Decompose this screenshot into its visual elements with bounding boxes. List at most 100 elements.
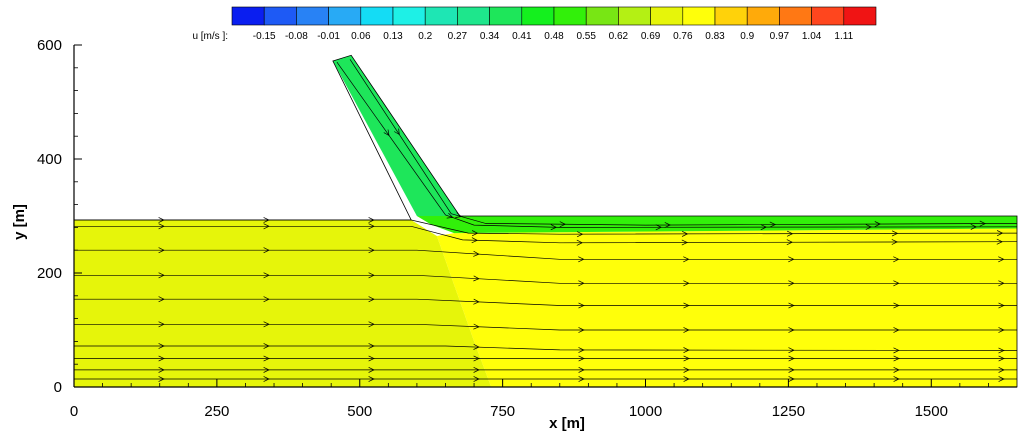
streamline-arrow <box>473 250 480 257</box>
colorbar-swatch <box>682 6 716 26</box>
x-tick-label: 500 <box>347 403 372 420</box>
streamline-arrow <box>263 343 270 349</box>
streamline-arrow <box>471 237 479 244</box>
streamline <box>74 219 1018 235</box>
streamline-arrow <box>394 128 400 136</box>
streamline <box>336 61 1018 228</box>
streamline-arrow <box>998 327 1005 333</box>
colorbar-tick-label: 0.83 <box>705 31 725 42</box>
colorbar-tick-label: 1.04 <box>802 31 822 42</box>
streamline-arrow <box>263 366 270 373</box>
colorbar-title: u [m/s ]: <box>192 31 228 42</box>
streamline-arrow <box>368 355 375 362</box>
colorbar-tick-label: -0.08 <box>285 31 308 42</box>
streamline-arrow <box>263 355 270 362</box>
streamline-arrow <box>578 355 585 362</box>
streamline-arrow <box>158 376 165 382</box>
streamline-arrow <box>893 302 900 309</box>
colorbar-swatch <box>553 6 587 26</box>
streamline-arrow <box>996 230 1004 237</box>
x-tick-label: 250 <box>204 403 229 420</box>
streamline-arrow <box>683 280 690 287</box>
contour-region <box>436 228 1017 387</box>
colorbar-tick-label: 0.76 <box>673 31 693 42</box>
streamline-arrow <box>788 376 795 382</box>
streamline-arrow <box>786 230 794 237</box>
streamline-arrow <box>368 366 375 373</box>
streamline-arrow <box>158 272 165 279</box>
colorbar-swatch <box>296 6 329 26</box>
streamline-arrow <box>368 376 375 382</box>
streamline-arrow <box>158 223 165 230</box>
streamline-arrow <box>788 256 795 263</box>
streamline-arrow <box>893 366 900 373</box>
contour-regions <box>74 54 1018 388</box>
streamline-arrow <box>263 247 270 254</box>
colorbar-swatch <box>585 6 619 26</box>
streamline-arrow <box>786 239 794 246</box>
streamline-arrow <box>893 347 900 354</box>
y-tick-label: 200 <box>37 265 62 282</box>
streamline-arrow <box>368 296 375 303</box>
x-tick-label: 1500 <box>915 403 948 420</box>
streamline-arrow <box>473 376 480 382</box>
streamline-arrow <box>446 212 454 219</box>
contour-region <box>332 55 460 216</box>
streamline-arrow <box>788 347 795 354</box>
streamline-arrow <box>683 327 690 333</box>
streamline-arrow <box>473 366 480 373</box>
colorbar-tick-label: 0.13 <box>383 31 403 42</box>
y-tick-label: 0 <box>54 379 62 396</box>
streamlines <box>74 59 1018 382</box>
colorbar-swatch <box>489 6 523 26</box>
colorbar-swatch <box>328 6 362 26</box>
colorbar-tick-label: 0.06 <box>351 31 371 42</box>
streamline-arrow <box>383 129 390 137</box>
colorbar-swatch <box>618 6 651 26</box>
colorbar-swatch <box>263 6 297 26</box>
streamline-arrow <box>368 223 375 230</box>
streamline-arrow <box>788 302 795 309</box>
streamline-arrow <box>158 343 165 349</box>
streamline-arrow <box>578 347 585 353</box>
colorbar-swatch <box>843 6 877 26</box>
streamline-arrow <box>760 224 767 231</box>
streamline <box>74 298 1017 306</box>
streamline-arrow <box>263 376 270 382</box>
streamline-arrow <box>368 272 375 279</box>
streamline-arrow <box>891 230 899 237</box>
streamline-arrow <box>550 224 558 231</box>
streamline-arrow <box>683 256 690 263</box>
colorbar-tick-label: 0.34 <box>480 31 500 42</box>
x-tick-label: 1000 <box>629 403 662 420</box>
streamline <box>349 59 1018 226</box>
x-tick-label: 0 <box>70 403 78 420</box>
streamline-arrow <box>683 366 690 373</box>
streamline-arrow <box>998 302 1005 309</box>
streamline-arrow <box>998 366 1005 373</box>
streamline-arrow <box>473 275 480 282</box>
streamline-arrow <box>683 376 690 382</box>
streamline-arrow <box>368 247 375 254</box>
streamline-arrow <box>683 347 690 354</box>
colorbar-tick-label: 1.11 <box>834 31 853 42</box>
streamline-arrow <box>788 280 795 287</box>
streamline-arrow <box>473 298 480 305</box>
streamline-arrow <box>874 221 882 228</box>
colorbar-tick-label: 0.9 <box>740 31 754 42</box>
colorbar-swatch <box>650 6 684 26</box>
streamline-arrow <box>998 256 1005 263</box>
colorbar-swatch <box>746 6 780 26</box>
streamline-arrow <box>576 231 584 238</box>
streamline-arrow <box>788 366 795 373</box>
streamline-arrow <box>368 343 375 349</box>
streamline-arrow <box>893 327 900 333</box>
colorbar-tick-label: 0.62 <box>609 31 629 42</box>
streamline-arrow <box>263 321 270 328</box>
colorbar-tick-label: 0.27 <box>448 31 468 42</box>
colorbar-tick-label: -0.15 <box>253 31 276 42</box>
y-tick-label: 600 <box>37 37 62 54</box>
streamline-arrow <box>263 223 270 230</box>
streamline-arrow <box>769 221 776 228</box>
y-tick-label: 400 <box>37 151 62 168</box>
